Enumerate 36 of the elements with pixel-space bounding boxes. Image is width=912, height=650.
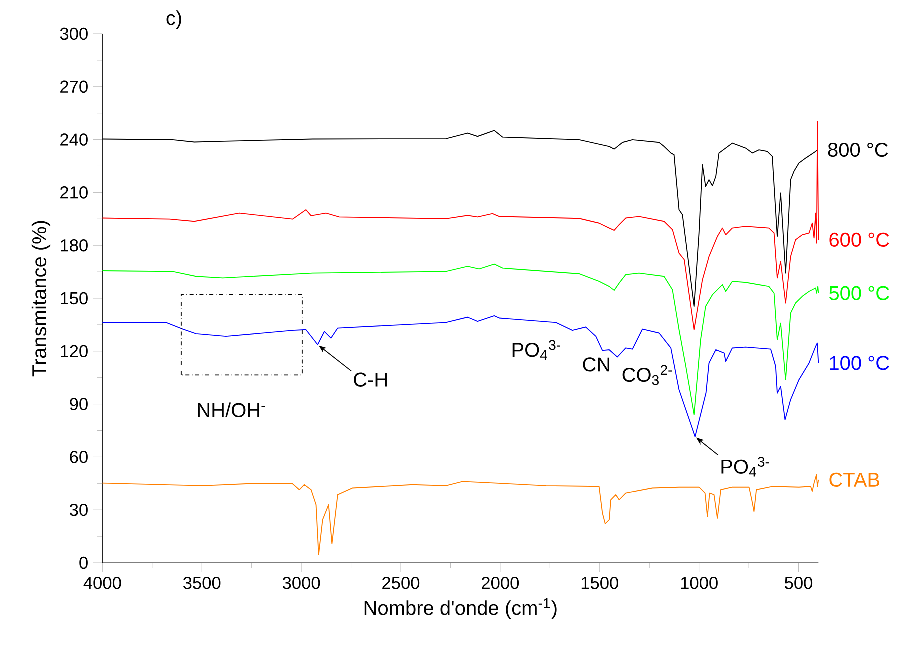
- y-tick-label: 150: [61, 292, 88, 305]
- line-series: [102, 264, 820, 416]
- annotation: NH/OH$^{-}$: [198, 402, 266, 418]
- series-label: 500 °C: [830, 286, 890, 300]
- y-tick-label: 60: [70, 451, 88, 464]
- y-tick-label: 0: [80, 556, 88, 570]
- y-tick-label: 300: [60, 28, 88, 40]
- annotation: CO$_{3}$2-: [622, 365, 672, 386]
- x-tick-label: 1000: [681, 577, 718, 590]
- annotation: PO$_{4}$3-: [512, 340, 560, 360]
- y-tick-label: 120: [61, 345, 88, 358]
- x-tick-label: 2500: [382, 577, 420, 590]
- series-label: 100 °C: [830, 356, 890, 370]
- series-label: 600 °C: [830, 232, 890, 248]
- annotation: PO$_{4}$3-: [722, 457, 770, 477]
- x-tick-label: 3000: [282, 577, 320, 590]
- y-tick-label: 240: [60, 134, 88, 146]
- y-tick-label: 180: [61, 239, 88, 252]
- line-series: [102, 315, 820, 438]
- annotation: CN: [583, 358, 610, 372]
- x-tick-label: 4000: [84, 577, 122, 590]
- line-series: [102, 121, 820, 330]
- x-axis-title: Nombre d'onde (cm$^{-1}$): [364, 598, 557, 620]
- x-tick-label: 1500: [582, 577, 618, 590]
- x-tick-label: 2000: [482, 577, 520, 590]
- text: c): [166, 10, 182, 30]
- series-label: CTAB: [830, 472, 880, 488]
- series-label: 800 °C: [828, 142, 888, 158]
- y-tick-label: 270: [60, 80, 88, 94]
- y-axis-title: Transmitance (%): [32, 221, 51, 377]
- y-tick-label: 90: [70, 398, 88, 410]
- x-tick-label: 500: [785, 577, 813, 590]
- y-tick-label: 30: [70, 504, 88, 516]
- y-tick-label: 210: [60, 186, 88, 199]
- x-tick-label: 3500: [183, 577, 221, 590]
- annotation: C-H: [354, 372, 387, 387]
